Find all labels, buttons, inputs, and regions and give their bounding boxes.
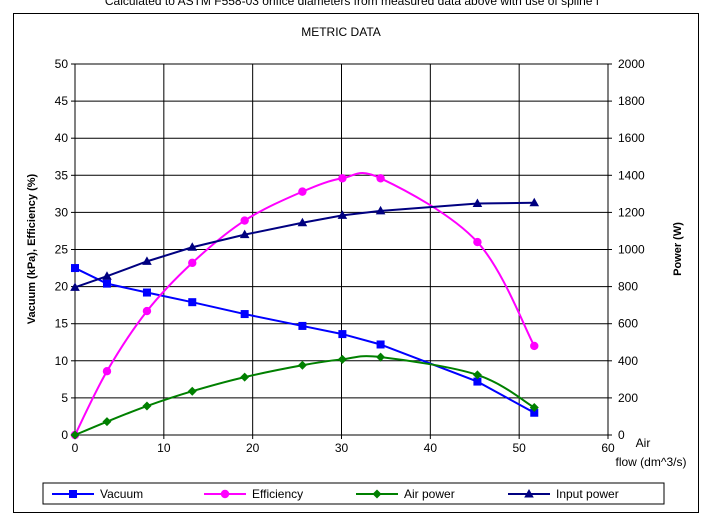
data-point bbox=[375, 205, 386, 215]
data-point bbox=[337, 354, 347, 364]
data-point bbox=[188, 258, 197, 268]
data-point bbox=[102, 366, 112, 376]
legend-marker bbox=[220, 489, 230, 499]
data-point bbox=[187, 386, 197, 396]
tick-labels: 0510152025303540455002004006008001000120… bbox=[55, 57, 645, 455]
y-left-axis-title: Vacuum (kPa), Efficiency (%) bbox=[26, 173, 38, 324]
caption-text: Calculated to ASTM F558-03 orifice diame… bbox=[104, 0, 600, 8]
data-point bbox=[70, 430, 80, 440]
y-left-tick-label: 10 bbox=[55, 354, 69, 368]
x-axis-title-line1: Air bbox=[636, 436, 651, 450]
data-point bbox=[298, 321, 307, 330]
data-point bbox=[102, 417, 112, 427]
y-left-tick-label: 45 bbox=[55, 94, 69, 108]
x-tick-label: 30 bbox=[335, 441, 349, 455]
data-point bbox=[239, 229, 250, 239]
data-point bbox=[376, 340, 385, 349]
y-left-tick-label: 50 bbox=[55, 57, 69, 71]
data-point bbox=[529, 403, 539, 413]
legend: Vacuum Efficiency Air power Input power bbox=[52, 487, 619, 501]
legend-label: Input power bbox=[556, 487, 619, 501]
legend-marker bbox=[524, 489, 534, 498]
legend-marker bbox=[372, 489, 382, 499]
legend-label: Air power bbox=[404, 487, 455, 501]
x-tick-label: 20 bbox=[246, 441, 260, 455]
data-point bbox=[240, 372, 250, 382]
data-point bbox=[337, 210, 348, 219]
data-point bbox=[240, 310, 249, 319]
x-tick-label: 0 bbox=[72, 441, 79, 455]
data-point bbox=[530, 341, 539, 351]
data-point bbox=[188, 298, 197, 307]
chart-frame bbox=[13, 13, 699, 513]
series-group bbox=[70, 172, 540, 440]
y-right-tick-label: 800 bbox=[618, 280, 638, 294]
series-input-power bbox=[70, 197, 540, 291]
y-right-tick-label: 1200 bbox=[618, 205, 645, 219]
data-point bbox=[298, 187, 307, 196]
y-right-tick-label: 200 bbox=[618, 391, 638, 405]
y-right-tick-label: 1400 bbox=[618, 168, 645, 182]
y-left-tick-label: 20 bbox=[55, 280, 69, 294]
series-air-power bbox=[70, 352, 539, 440]
x-tick-label: 50 bbox=[512, 441, 526, 455]
y-right-tick-label: 1800 bbox=[618, 94, 645, 108]
chart-title: METRIC DATA bbox=[301, 25, 381, 39]
data-point bbox=[142, 401, 152, 411]
data-point bbox=[338, 174, 347, 183]
data-point bbox=[142, 306, 152, 316]
series-line bbox=[74, 355, 535, 436]
data-point bbox=[142, 288, 151, 297]
y-right-axis-title: Power (W) bbox=[672, 222, 684, 276]
y-right-tick-label: 600 bbox=[618, 317, 638, 331]
series-line bbox=[74, 201, 535, 289]
data-point bbox=[473, 377, 482, 386]
x-tick-label: 60 bbox=[601, 441, 615, 455]
series-line bbox=[74, 172, 536, 436]
data-point bbox=[338, 330, 347, 339]
data-point bbox=[142, 256, 152, 265]
data-point bbox=[187, 242, 198, 251]
data-point bbox=[376, 352, 386, 362]
legend-box bbox=[42, 482, 665, 505]
data-point bbox=[240, 216, 249, 225]
data-point bbox=[472, 370, 482, 380]
y-left-tick-label: 15 bbox=[55, 317, 69, 331]
y-left-tick-label: 30 bbox=[55, 205, 69, 219]
data-point bbox=[472, 198, 483, 207]
y-right-tick-label: 1000 bbox=[618, 243, 645, 257]
legend-label: Vacuum bbox=[100, 487, 143, 501]
x-tick-label: 40 bbox=[424, 441, 438, 455]
data-point bbox=[71, 264, 79, 273]
legend-marker bbox=[69, 490, 77, 498]
data-point bbox=[473, 237, 482, 247]
data-point bbox=[70, 282, 80, 291]
y-right-tick-label: 0 bbox=[618, 428, 625, 442]
x-tick-label: 10 bbox=[157, 441, 171, 455]
y-right-tick-label: 400 bbox=[618, 354, 638, 368]
y-right-tick-label: 2000 bbox=[618, 57, 645, 71]
data-point bbox=[297, 217, 308, 227]
y-right-tick-label: 1600 bbox=[618, 131, 645, 145]
y-left-tick-label: 35 bbox=[55, 168, 69, 182]
y-left-tick-label: 25 bbox=[55, 243, 69, 257]
data-point bbox=[297, 360, 307, 370]
legend-label: Efficiency bbox=[252, 487, 303, 501]
data-point bbox=[529, 197, 540, 207]
y-left-tick-label: 40 bbox=[55, 131, 69, 145]
data-point bbox=[102, 271, 112, 280]
data-point bbox=[376, 174, 385, 183]
legend-item: Input power bbox=[508, 487, 619, 501]
y-left-tick-label: 0 bbox=[61, 428, 68, 442]
legend-item: Vacuum bbox=[52, 487, 143, 501]
data-point bbox=[530, 408, 539, 417]
data-point bbox=[102, 279, 111, 288]
legend-item: Air power bbox=[356, 487, 455, 501]
y-left-tick-label: 5 bbox=[61, 391, 68, 405]
legend-item: Efficiency bbox=[204, 487, 303, 501]
x-axis-title-line2: flow (dm^3/s) bbox=[616, 455, 687, 469]
